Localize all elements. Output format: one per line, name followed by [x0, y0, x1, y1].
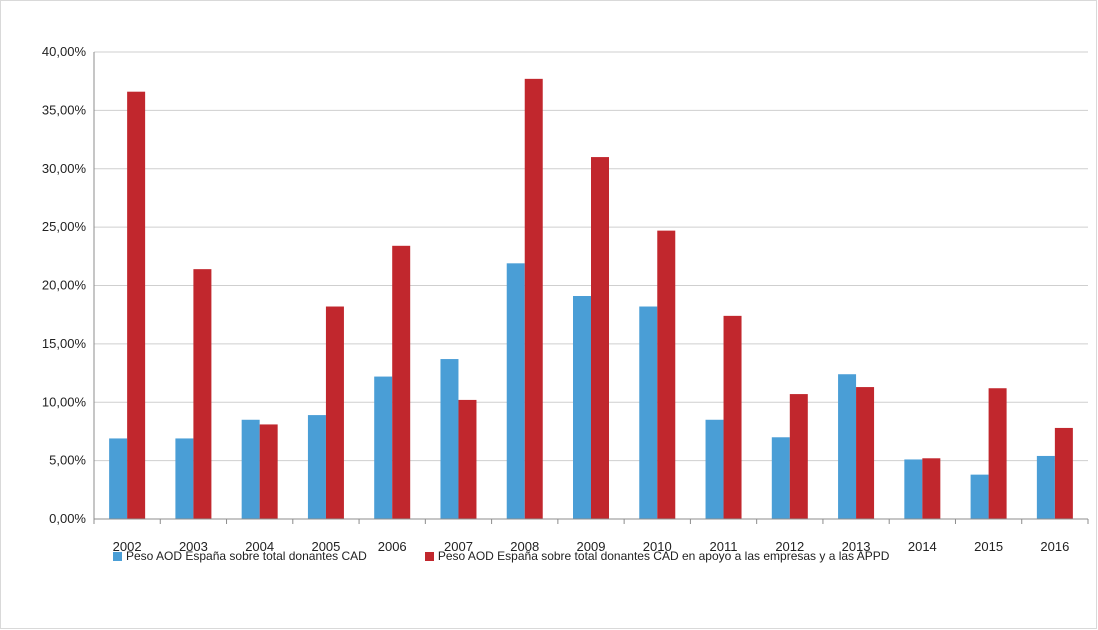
y-tick-label: 30,00%	[42, 161, 87, 176]
bar-series-2-2013	[856, 387, 875, 519]
bar-series-1-2009	[573, 296, 591, 519]
bar-series-1-2014	[904, 459, 923, 519]
bar-series-1-2012	[771, 437, 790, 519]
bar-series-2-2012	[789, 394, 808, 519]
bar-series-2-2008	[524, 78, 543, 519]
bar-series-1-2010	[639, 306, 658, 519]
bar-series-2-2002	[127, 91, 146, 519]
bar-series-2-2005	[325, 306, 344, 519]
x-tick-label: 2012	[775, 539, 804, 554]
x-tick-label: 2004	[245, 539, 274, 554]
legend: Peso AOD España sobre total donantes CAD…	[113, 545, 1073, 567]
y-tick-label: 35,00%	[42, 102, 87, 117]
bar-series-2-2004	[259, 424, 278, 519]
x-tick-label: 2015	[974, 539, 1003, 554]
y-tick-label: 40,00%	[42, 44, 87, 59]
x-tick-label: 2002	[113, 539, 142, 554]
x-tick-labels: 2002 2003 2004 2005 2006 2007 2008 2009 2010 2011…	[113, 539, 1070, 554]
bar-series-2-2007	[458, 399, 477, 519]
x-tick-label: 2010	[643, 539, 672, 554]
x-tick-label: 2006	[378, 539, 407, 554]
bar-series-2-2003	[193, 269, 212, 519]
x-tick-label: 2013	[842, 539, 871, 554]
bar-series-1-2007	[440, 359, 459, 519]
y-tick-label: 25,00%	[42, 219, 87, 234]
bar-series-2-2006	[392, 245, 411, 519]
x-tick-label: 2011	[710, 539, 738, 554]
bar-series-2-2014	[922, 458, 941, 519]
bar-series-1-2005	[307, 415, 326, 519]
bar-series-1-2016	[1036, 455, 1055, 519]
legend-item-series-1: Peso AOD España sobre total donantes CAD	[113, 549, 367, 563]
x-tick-label: 2008	[510, 539, 539, 554]
y-tick-label: 0,00%	[49, 511, 86, 526]
bars	[109, 78, 1073, 519]
x-tick-label: 2014	[908, 539, 937, 554]
bar-series-1-2004	[241, 419, 260, 519]
legend-swatch-series-2	[424, 551, 434, 561]
bar-series-1-2003	[175, 438, 194, 519]
x-tick-label: 2007	[444, 539, 473, 554]
bar-series-1-2013	[838, 374, 857, 519]
y-tick-label: 10,00%	[42, 394, 87, 409]
bar-series-1-2006	[374, 376, 393, 519]
bar-series-2-2009	[591, 157, 609, 519]
axes	[93, 52, 1089, 524]
legend-label-series-2: Peso AOD España sobre total donantes CAD…	[437, 549, 890, 563]
x-tick-label: 2003	[179, 539, 208, 554]
bar-series-1-2011	[705, 419, 724, 519]
legend-item-series-2: Peso AOD España sobre total donantes CAD…	[424, 549, 890, 563]
bar-series-2-2015	[988, 388, 1007, 519]
bar-series-2-2016	[1054, 427, 1073, 519]
bar-series-1-2002	[109, 438, 128, 519]
x-tick-label: 2016	[1040, 539, 1069, 554]
y-tick-label: 20,00%	[42, 278, 87, 293]
bar-series-1-2008	[506, 263, 525, 519]
bar-series-2-2011	[723, 315, 742, 519]
y-tick-labels: 0,00% 5,00% 10,00% 15,00% 20,00% 25,00% 30,00%…	[42, 44, 87, 526]
legend-swatch-series-1	[113, 551, 122, 561]
y-tick-label: 15,00%	[42, 336, 87, 351]
legend-label-series-1: Peso AOD España sobre total donantes CAD	[126, 549, 367, 563]
x-tick-label: 2009	[577, 539, 606, 554]
bar-series-2-2010	[657, 230, 676, 519]
y-tick-label: 5,00%	[49, 453, 86, 468]
bar-series-1-2015	[970, 474, 989, 519]
x-tick-label: 2005	[311, 539, 340, 554]
